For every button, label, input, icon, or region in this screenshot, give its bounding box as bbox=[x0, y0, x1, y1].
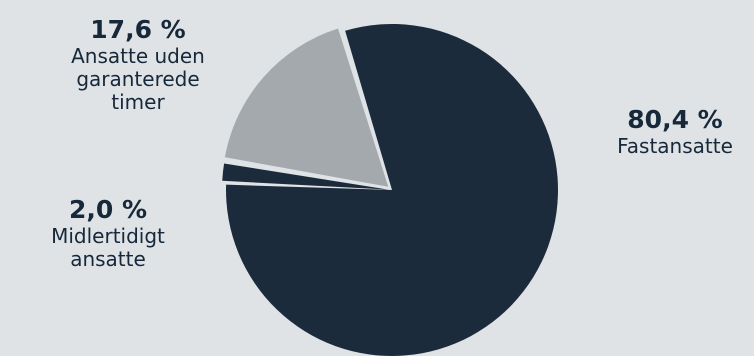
label-ansatte-uden-garanterede-timer: 17,6 % Ansatte uden garanterede timer bbox=[38, 14, 238, 114]
value-label-fastansatte: 80,4 % bbox=[627, 105, 723, 134]
pie-slice-1 bbox=[226, 23, 559, 356]
pie-slice-2 bbox=[222, 163, 389, 190]
slice-name-ansatte-uden-garanterede-timer: Ansatte uden garanterede timer bbox=[71, 44, 205, 114]
label-fastansatte: 80,4 % Fastansatte bbox=[596, 104, 754, 158]
value-label-midlertidigt-ansatte: 2,0 % bbox=[68, 195, 148, 224]
slice-name-fastansatte: Fastansatte bbox=[617, 134, 733, 158]
label-midlertidigt-ansatte: 2,0 % Midlertidigt ansatte bbox=[18, 194, 198, 271]
slice-name-midlertidigt-ansatte: Midlertidigt ansatte bbox=[51, 224, 165, 271]
value-label-ansatte-uden-garanterede-timer: 17,6 % bbox=[90, 15, 186, 44]
pie-slice-3 bbox=[224, 28, 389, 187]
